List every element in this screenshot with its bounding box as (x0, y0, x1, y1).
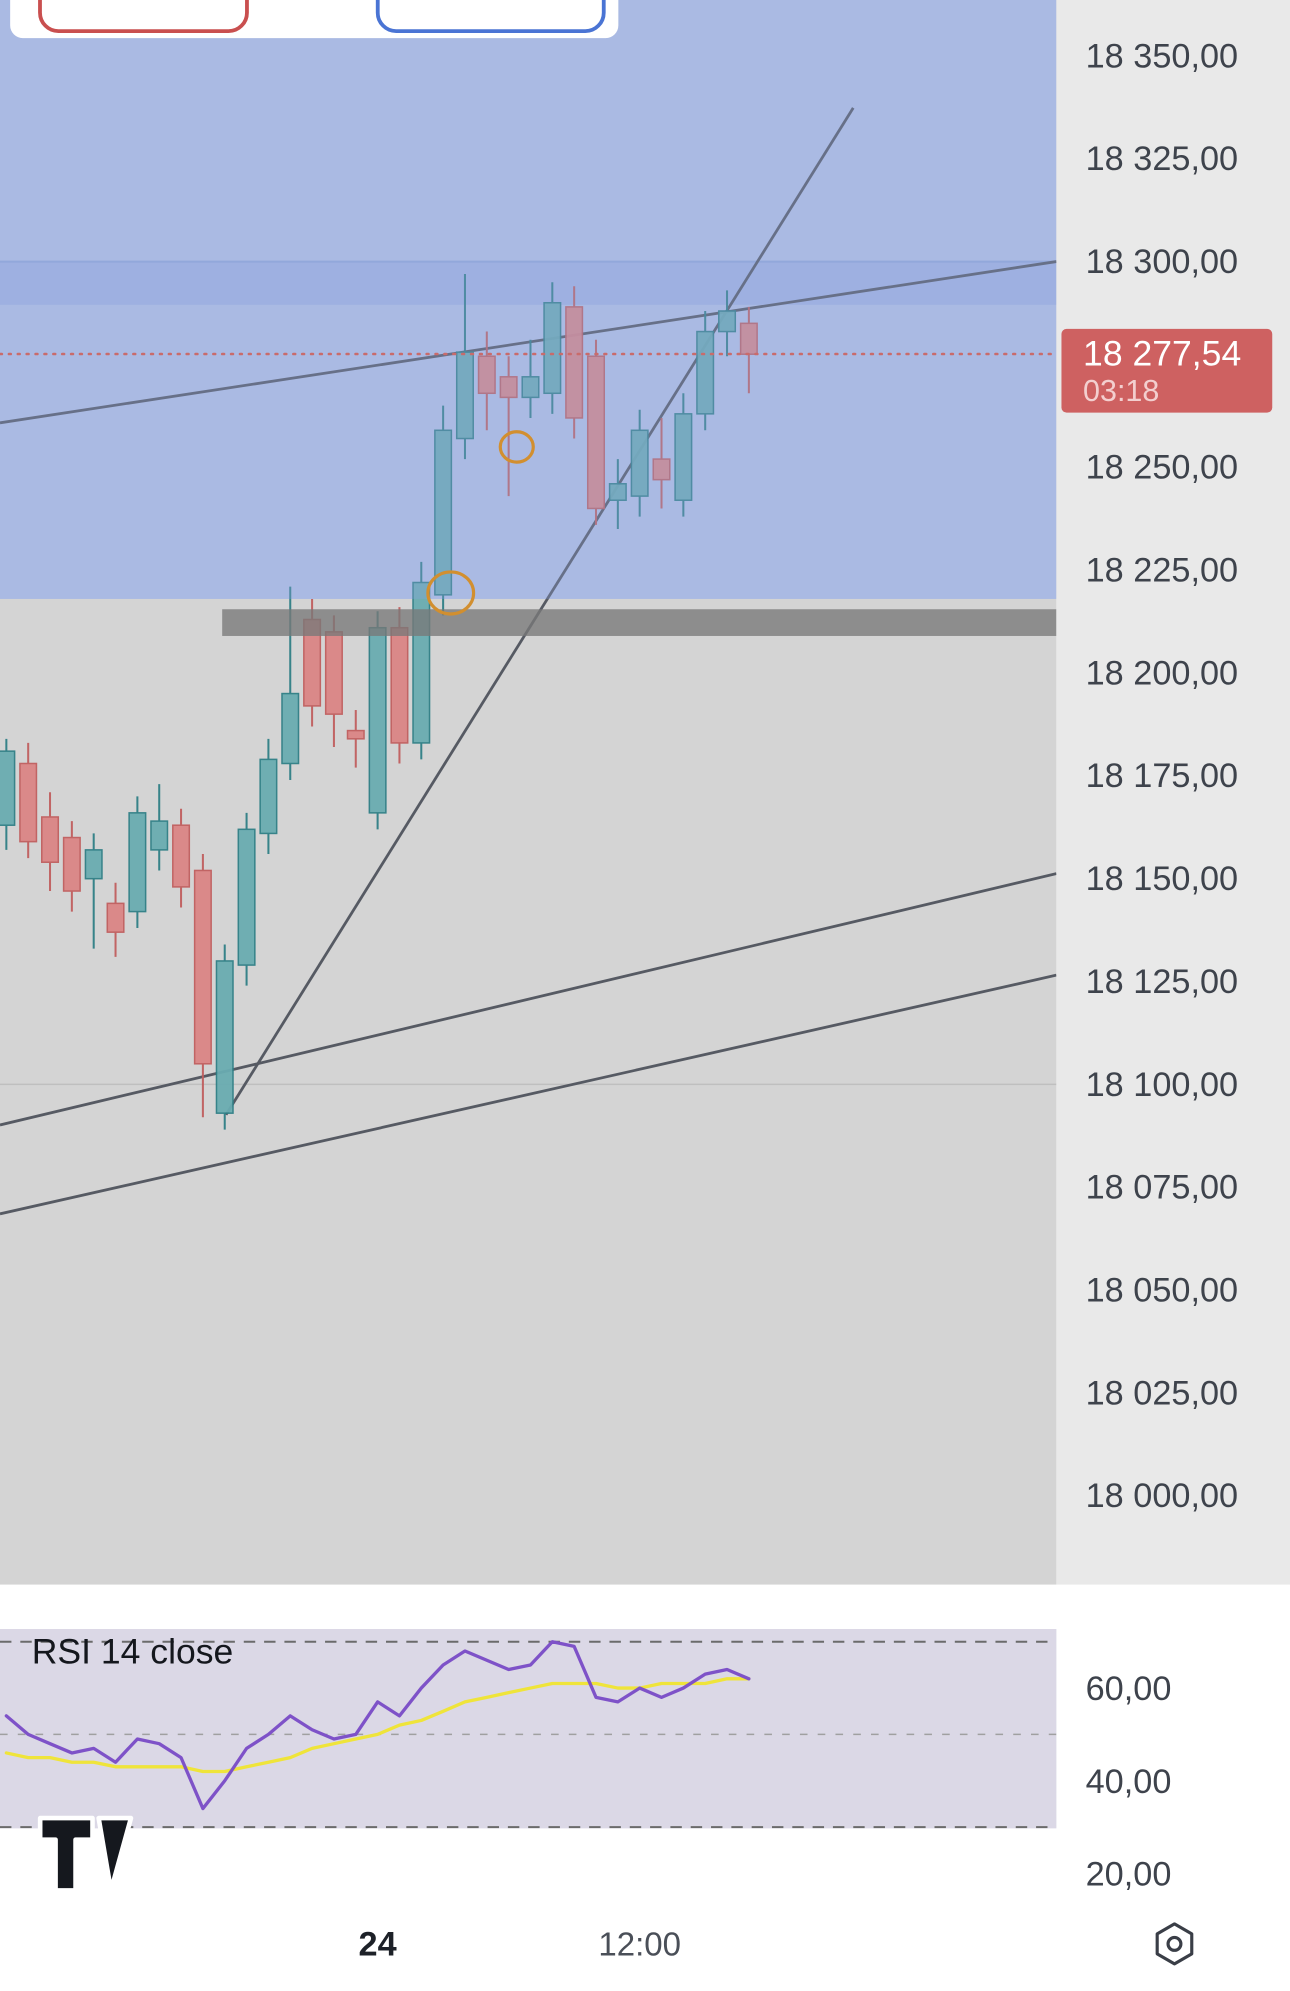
gray-bar-drawing[interactable] (222, 609, 1057, 636)
price-tick-label: 18 075,00 (1085, 1168, 1239, 1207)
order-buttons-panel (10, 0, 619, 39)
price-tick-label: 18 175,00 (1085, 756, 1239, 795)
trend-line[interactable] (0, 260, 1057, 425)
price-tick-label: 18 350,00 (1085, 36, 1239, 75)
time-axis[interactable]: 24 12:00 (0, 1904, 1290, 1991)
price-tick-label: 18 225,00 (1085, 551, 1239, 590)
price-tick-label: 18 150,00 (1085, 859, 1239, 898)
rsi-chart-svg (0, 1640, 1057, 1829)
tradingview-logo-icon (37, 1815, 134, 1893)
rsi-line (4, 1640, 751, 1811)
main-chart-svg (0, 0, 1057, 1216)
trend-line[interactable] (0, 973, 1057, 1216)
current-price-tag[interactable]: 18 277,54 03:18 (1061, 328, 1273, 413)
blue-zone-band (0, 261, 1057, 305)
circle-drawing[interactable] (498, 430, 535, 464)
price-tick-label: 18 050,00 (1085, 1270, 1239, 1310)
current-price-value: 18 277,54 (1083, 333, 1242, 374)
price-chart-panel[interactable] (0, 0, 1057, 1585)
gear-icon (1155, 1921, 1194, 1965)
trend-line[interactable] (0, 872, 1057, 1127)
rsi-title: RSI 14 close (31, 1631, 234, 1671)
price-tick-label: 18 025,00 (1085, 1373, 1239, 1412)
blue-zone-drawing[interactable] (0, 0, 1057, 599)
outlined-button-right[interactable] (375, 0, 606, 34)
time-tick-label: 24 (358, 1924, 397, 1963)
bar-countdown: 03:18 (1083, 374, 1160, 409)
price-tick-label: 18 125,00 (1085, 962, 1239, 1001)
price-tick-label: 18 100,00 (1085, 1065, 1239, 1104)
price-axis[interactable]: 18 277,54 03:18 18 350,00 18 325,00 18 300… (1056, 0, 1290, 1585)
circle-drawing[interactable] (426, 570, 476, 616)
price-tick-label: 18 200,00 (1085, 653, 1239, 693)
rsi-tick-label: 20,00 (1085, 1854, 1172, 1893)
blue-zone-overlay (0, 0, 1057, 599)
time-tick-label: 12:00 (598, 1924, 681, 1963)
price-tick-label: 18 300,00 (1085, 242, 1239, 281)
rsi-tick-label: 40,00 (1085, 1761, 1172, 1800)
price-tick-label: 18 000,00 (1085, 1476, 1239, 1515)
price-tick-label: 18 325,00 (1085, 139, 1239, 178)
rsi-ma-line (4, 1677, 751, 1774)
candles (0, 273, 758, 1130)
tradingview-logo[interactable] (36, 1813, 138, 1897)
price-tick-label: 18 250,00 (1085, 448, 1239, 487)
chart-settings-button[interactable] (1147, 1917, 1203, 1973)
rsi-tick-label: 60,00 (1085, 1669, 1172, 1708)
rsi-pane[interactable]: RSI 14 close (0, 1629, 1057, 1829)
outlined-button-left[interactable] (38, 0, 249, 34)
